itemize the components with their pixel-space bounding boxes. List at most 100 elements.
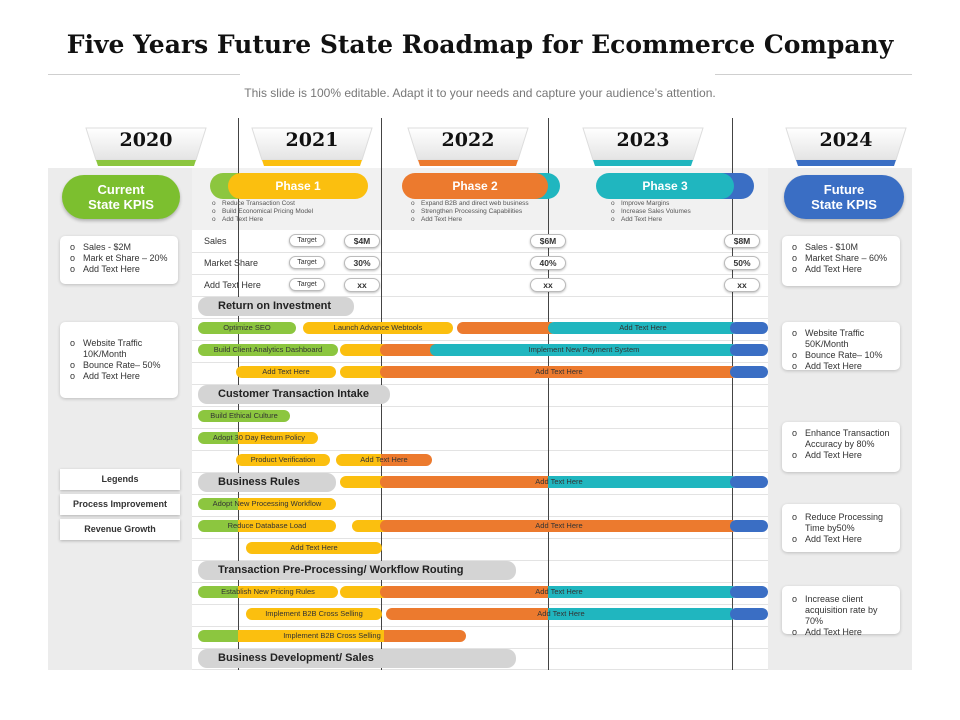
section-transaction-preprocessing: Transaction Pre-Processing/ Workflow Rou… (198, 561, 516, 580)
kpi-item: Increase client acquisition rate by 70% (792, 594, 894, 627)
bar-add-text: Add Text Here (336, 454, 432, 466)
phase-2-pill: Phase 2 (402, 173, 548, 199)
bar-add-text: Add Text Here (548, 322, 738, 334)
kpi-item: Bounce Rate– 50% (70, 360, 172, 371)
bar-blue-segment (730, 322, 768, 334)
metric-label: Sales (204, 236, 227, 246)
metric-value-2022: $6M (530, 234, 566, 248)
phase-2-note: Add Text Here (411, 216, 571, 224)
bar-yellow-segment (340, 586, 390, 598)
kpi-item: Bounce Rate– 10% (792, 350, 894, 361)
year-label-2021: 2021 (285, 129, 339, 151)
phase-3-notes: Improve Margins Increase Sales Volumes A… (611, 200, 741, 224)
kpi-item: Mark et Share – 20% (70, 253, 172, 264)
phase-1-note: Build Economical Pricing Model (212, 208, 362, 216)
year-tab-2021 (251, 127, 373, 166)
year-tab-2020 (85, 127, 207, 166)
metric-value-2022: xx (530, 278, 566, 292)
year-tab-2023 (582, 127, 704, 166)
metric-value-2024: 50% (724, 256, 760, 270)
page-subtitle: This slide is 100% editable. Adapt it to… (244, 86, 716, 100)
kpi-item: Add Text Here (792, 361, 894, 372)
bar-add-text: Add Text Here (380, 520, 738, 532)
current-state-kpis-label: Current State KPIS (62, 175, 180, 219)
phase-2-notes: Expand B2B and direct web business Stren… (411, 200, 571, 224)
bar-yellow-segment (340, 344, 390, 356)
bar-optimize-seo: Optimize SEO (198, 322, 296, 334)
bar-implement-payment: Implement New Payment System (430, 344, 738, 356)
kpi-item: Enhance Transaction Accuracy by 80% (792, 428, 894, 450)
kpi-item: Add Text Here (70, 264, 172, 275)
phase-3-note: Add Text Here (611, 216, 741, 224)
target-tag: Target (289, 278, 325, 291)
bar-blue-segment (730, 344, 768, 356)
kpi-item: Add Text Here (792, 264, 894, 275)
future-state-line2: State KPIS (811, 197, 877, 212)
future-kpi-box: Reduce Processing Time by50% Add Text He… (782, 504, 900, 552)
bar-yellow-segment (340, 476, 390, 488)
metric-value-2021: xx (344, 278, 380, 292)
bar-add-text: Add Text Here (380, 476, 738, 488)
metric-value-2024: $8M (724, 234, 760, 248)
future-state-kpis-label: Future State KPIS (784, 175, 904, 219)
bar-reduce-db: Reduce Database Load (198, 520, 336, 532)
bar-add-text: Add Text Here (386, 608, 736, 620)
phase-3-pill: Phase 3 (596, 173, 734, 199)
phase-1-note: Reduce Transaction Cost (212, 200, 362, 208)
metric-value-2024: xx (724, 278, 760, 292)
year-header-shapes (85, 127, 907, 166)
legend-title: Legends (60, 469, 180, 490)
year-divider-2023 (548, 118, 549, 670)
year-label-2024: 2024 (819, 129, 873, 151)
section-return-on-investment: Return on Investment (198, 297, 354, 316)
bar-build-culture: Build Ethical Culture (198, 410, 290, 422)
phase-1-notes: Reduce Transaction Cost Build Economical… (212, 200, 362, 224)
section-customer-transaction-intake: Customer Transaction Intake (198, 385, 390, 404)
bar-b2b-selling: Implement B2B Cross Selling (246, 608, 382, 620)
bar-b2b-selling: Implement B2B Cross Selling (198, 630, 466, 642)
year-label-2023: 2023 (616, 129, 670, 151)
phase-2-note: Strengthen Processing Capabilities (411, 208, 571, 216)
metric-value-2021: 30% (344, 256, 380, 270)
kpi-item: Website Traffic 10K/Month (70, 338, 172, 360)
bar-yellow-segment (340, 366, 390, 378)
current-kpi-box: Sales - $2M Mark et Share – 20% Add Text… (60, 236, 178, 284)
page-title: Five Years Future State Roadmap for Ecom… (66, 30, 894, 59)
kpi-item: Market Share – 60% (792, 253, 894, 264)
metric-value-2022: 40% (530, 256, 566, 270)
current-state-line2: State KPIS (88, 197, 154, 212)
phase-2-note: Expand B2B and direct web business (411, 200, 571, 208)
bar-add-text: Add Text Here (380, 366, 738, 378)
bar-add-text: Add Text Here (380, 586, 738, 598)
bar-blue-segment (730, 476, 768, 488)
bar-add-text: Add Text Here (246, 542, 382, 554)
year-divider-2024 (732, 118, 733, 670)
bar-adopt-return: Adopt 30 Day Return Policy (200, 432, 318, 444)
current-state-line1: Current (97, 182, 145, 197)
kpi-item: Sales - $2M (70, 242, 172, 253)
bar-product-verification: Product Verification (236, 454, 330, 466)
metric-label: Add Text Here (204, 280, 261, 290)
future-kpi-box: Enhance Transaction Accuracy by 80% Add … (782, 422, 900, 472)
future-kpi-box: Increase client acquisition rate by 70% … (782, 586, 900, 638)
target-tag: Target (289, 234, 325, 247)
phase-1-note: Add Text Here (212, 216, 362, 224)
year-tab-2022 (407, 127, 529, 166)
bar-build-analytics: Build Client Analytics Dashboard (198, 344, 338, 356)
bar-spacer (238, 410, 290, 422)
section-business-rules: Business Rules (198, 473, 336, 492)
kpi-item: Add Text Here (792, 627, 894, 638)
bar-add-text: Add Text Here (236, 366, 336, 378)
future-kpi-box: Sales - $10M Market Share – 60% Add Text… (782, 236, 900, 286)
bar-orange-segment (457, 322, 557, 334)
year-label-2020: 2020 (119, 129, 173, 151)
bar-launch-webtools: Launch Advance Webtools (303, 322, 453, 334)
kpi-item: Add Text Here (792, 534, 894, 545)
bar-establish-pricing: Establish New Pricing Rules (198, 586, 338, 598)
bar-blue-segment (730, 520, 768, 532)
target-tag: Target (289, 256, 325, 269)
bar-blue-segment (730, 366, 768, 378)
roadmap-grid (192, 230, 768, 670)
metric-label: Market Share (204, 258, 259, 268)
legend-process-improvement: Process Improvement (60, 494, 180, 515)
